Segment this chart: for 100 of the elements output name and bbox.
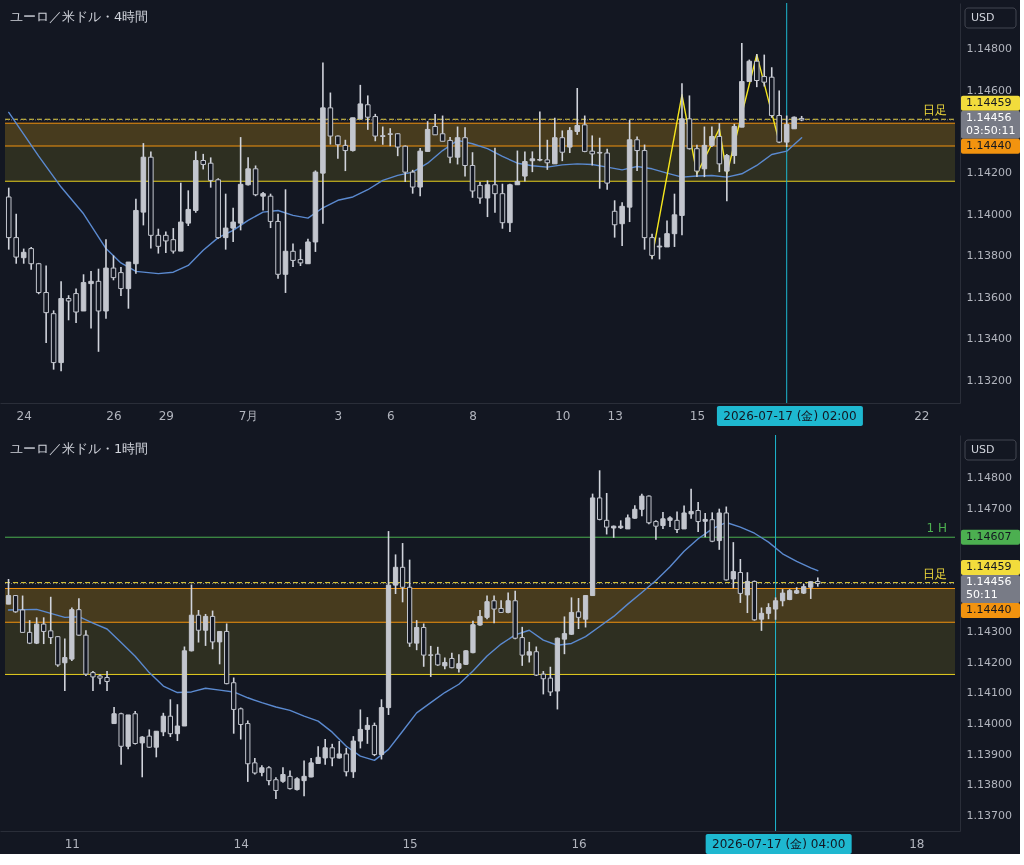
x-tick-label: 2026-07-17 (金) 04:00 bbox=[712, 837, 846, 851]
y-tick-label: 1.14600 bbox=[966, 83, 1012, 97]
x-tick-label: 14 bbox=[233, 836, 249, 851]
y-tick-label: 1.13200 bbox=[966, 373, 1012, 387]
candlestick bbox=[772, 596, 779, 621]
candlestick bbox=[41, 616, 47, 645]
annotation: 1 H bbox=[926, 521, 947, 536]
candlestick bbox=[387, 127, 393, 148]
x-tick-label: 7月 bbox=[238, 408, 259, 423]
ref-line-label: 1.14459 bbox=[966, 96, 1012, 110]
text: 50:11 bbox=[966, 588, 998, 602]
ref-line-label: 1.14440 bbox=[966, 603, 1012, 617]
y-axis-title: USD bbox=[971, 443, 995, 456]
candlestick bbox=[357, 708, 363, 750]
candlestick bbox=[202, 613, 209, 647]
line-series bbox=[8, 111, 803, 275]
y-tick-label: 1.14000 bbox=[966, 207, 1012, 221]
x-tick-label: 13 bbox=[607, 408, 623, 423]
y-tick-label: 1.14200 bbox=[966, 166, 1012, 180]
annotation: 日足 bbox=[923, 103, 947, 118]
candlestick bbox=[611, 524, 617, 539]
y-tick-label: 1.14700 bbox=[966, 502, 1012, 516]
y-tick-label: 1.14800 bbox=[966, 471, 1012, 485]
candlestick bbox=[5, 578, 12, 605]
x-tick-label: 29 bbox=[158, 408, 174, 423]
candlestick bbox=[492, 147, 498, 214]
x-tick-label: 26 bbox=[106, 408, 122, 423]
candlestick bbox=[379, 125, 386, 146]
text: 03:50:11 bbox=[966, 124, 1016, 138]
candlestick bbox=[217, 630, 223, 666]
candlestick bbox=[575, 597, 582, 630]
candlestick bbox=[290, 242, 296, 268]
y-tick-label: 1.13800 bbox=[966, 778, 1012, 792]
x-tick-label: 15 bbox=[402, 836, 418, 851]
annotation: 日足 bbox=[923, 566, 947, 581]
candlestick bbox=[664, 219, 670, 248]
candlestick bbox=[582, 594, 589, 629]
candlestick bbox=[167, 698, 173, 738]
y-tick-label: 1.13900 bbox=[966, 747, 1012, 761]
candlestick bbox=[744, 571, 751, 614]
candlestick bbox=[477, 181, 483, 205]
candlestick bbox=[649, 232, 655, 261]
candlestick bbox=[399, 542, 406, 604]
candlestick bbox=[414, 619, 420, 651]
y-tick-label: 1.13800 bbox=[966, 249, 1012, 263]
ref-line-label: 1.14440 bbox=[966, 139, 1012, 153]
candlestick bbox=[335, 134, 341, 160]
candlestick bbox=[88, 270, 94, 330]
candlestick bbox=[730, 541, 736, 589]
candlestick bbox=[484, 179, 491, 218]
ref-line-label: 1.14607 bbox=[966, 530, 1012, 544]
y-tick-label: 1.13600 bbox=[966, 290, 1012, 304]
y-tick-label: 1.13400 bbox=[966, 332, 1012, 346]
candlestick bbox=[19, 594, 26, 634]
candlestick bbox=[118, 266, 124, 297]
candlestick bbox=[195, 609, 202, 644]
candlestick bbox=[305, 237, 311, 265]
candlestick bbox=[160, 712, 166, 737]
candlestick bbox=[533, 645, 539, 677]
x-tick-label: 6 bbox=[386, 408, 395, 423]
y-tick-label: 1.13700 bbox=[966, 809, 1012, 823]
candlestick bbox=[110, 254, 117, 282]
ref-line-label: 1.14456 bbox=[966, 575, 1012, 589]
candlestick bbox=[364, 716, 371, 745]
x-tick-label: 11 bbox=[64, 836, 80, 851]
candlestick bbox=[529, 150, 536, 173]
ref-line-label: 1.14459 bbox=[966, 560, 1012, 574]
candlestick bbox=[737, 558, 743, 604]
candlestick bbox=[656, 236, 663, 261]
candlestick bbox=[568, 596, 575, 636]
candlestick bbox=[392, 553, 399, 595]
y-tick-label: 1.14100 bbox=[966, 686, 1012, 700]
x-tick-label: 2026-07-17 (金) 02:00 bbox=[723, 409, 857, 423]
y-tick-label: 1.14000 bbox=[966, 717, 1012, 731]
chart-title: ユーロ／米ドル・4時間 bbox=[10, 9, 149, 24]
candlestick bbox=[671, 192, 678, 248]
candlestick bbox=[522, 150, 528, 183]
y-tick-label: 1.14300 bbox=[966, 624, 1012, 638]
candlestick bbox=[561, 615, 568, 655]
y-axis-title: USD bbox=[971, 11, 995, 24]
candlestick bbox=[342, 138, 349, 172]
candlestick bbox=[343, 747, 349, 778]
y-tick-label: 1.14800 bbox=[966, 42, 1012, 56]
candlestick bbox=[153, 730, 159, 759]
x-tick-label: 18 bbox=[909, 836, 925, 851]
candlestick bbox=[604, 492, 610, 536]
candlestick bbox=[547, 665, 553, 697]
candlestick bbox=[282, 188, 289, 294]
candlestick bbox=[758, 606, 765, 632]
y-tick-label: 1.14200 bbox=[966, 655, 1012, 669]
x-tick-label: 16 bbox=[571, 836, 587, 851]
ref-line-label: 1.14456 bbox=[966, 111, 1012, 125]
candlestick bbox=[540, 670, 546, 696]
x-tick-label: 10 bbox=[555, 408, 571, 423]
chart-title: ユーロ／米ドル・1時間 bbox=[10, 441, 149, 456]
candlestick bbox=[597, 469, 603, 522]
x-tick-label: 3 bbox=[334, 408, 343, 423]
x-tick-label: 15 bbox=[689, 408, 706, 423]
x-tick-label: 24 bbox=[16, 408, 32, 423]
line-series bbox=[7, 521, 819, 762]
